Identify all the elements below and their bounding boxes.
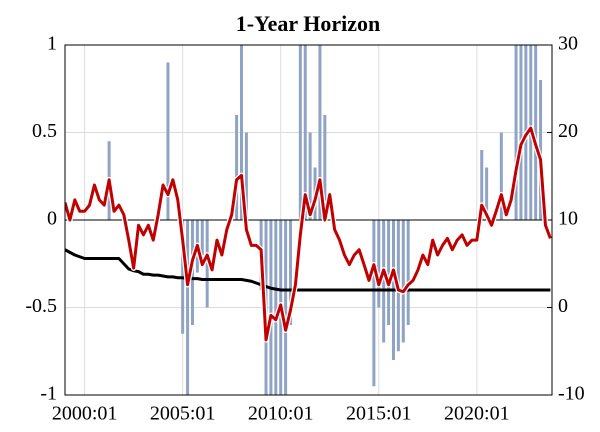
bar [485,167,489,220]
y2-tick-label: 10 [558,208,578,230]
bar [387,220,391,325]
bar [308,132,312,220]
y2-tick-label: -10 [558,383,585,405]
bar [377,220,381,308]
chart-title: 1-Year Horizon [236,11,380,36]
bar [514,45,518,220]
y2-tick-label: 0 [558,295,568,317]
bar [274,220,278,395]
line [65,248,551,292]
bar [284,220,288,395]
x-tick-label: 2005:01 [150,403,216,425]
bar [303,45,307,220]
bar [539,80,543,220]
bar [519,45,523,220]
bar [289,220,293,325]
x-tick-label: 2015:01 [346,403,412,425]
bar [534,45,538,220]
y-tick-label: -0.5 [25,295,57,317]
plot-frame [64,44,553,396]
bar [244,132,248,220]
bar [499,132,503,220]
bar [166,62,170,220]
y-tick-label: 1 [47,33,57,55]
bar [323,115,327,220]
x-tick-label: 2010:01 [248,403,314,425]
bar [372,220,376,387]
bar [235,115,239,220]
bar [269,220,273,395]
y2-tick-label: 30 [558,33,578,55]
bar [401,220,405,343]
x-tick-label: 2020:01 [444,403,510,425]
y-tick-label: -1 [40,383,57,405]
bar [406,220,410,325]
y2-tick-label: 20 [558,120,578,142]
x-tick-label: 2000:01 [52,403,118,425]
line [65,126,552,342]
bar [318,45,322,220]
bar [298,45,302,220]
bar [480,150,484,220]
plot-layer [65,45,552,395]
y-tick-label: 0.5 [32,120,57,142]
bar [239,45,243,220]
y-tick-label: 0 [47,208,57,230]
bar [200,220,204,255]
bar [382,220,386,343]
bar [186,220,190,395]
